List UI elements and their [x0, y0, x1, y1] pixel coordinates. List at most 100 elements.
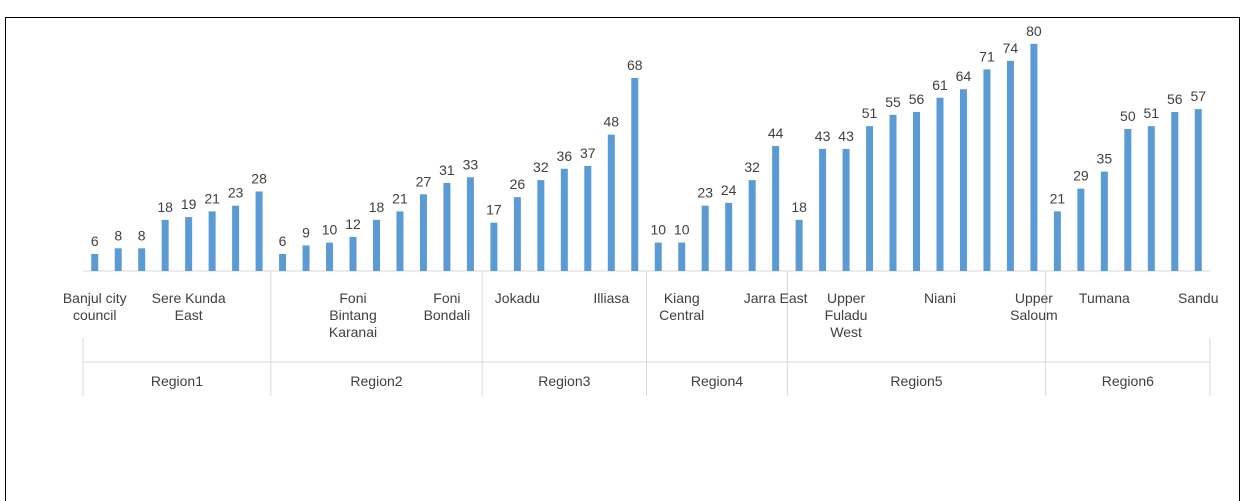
data-label: 12 [345, 216, 361, 232]
data-label: 27 [416, 173, 432, 189]
data-label: 28 [251, 170, 267, 186]
bar [443, 182, 451, 271]
data-label: 64 [956, 68, 972, 84]
bar [725, 202, 733, 271]
bar [936, 97, 944, 271]
data-label: 51 [1144, 105, 1160, 121]
bar [1171, 111, 1179, 272]
data-label: 71 [979, 48, 995, 64]
bar [114, 248, 122, 271]
data-label: 17 [486, 202, 502, 218]
bar [279, 253, 287, 271]
bar [1100, 171, 1108, 271]
group-label: Region2 [350, 373, 402, 389]
data-label: 74 [1003, 40, 1019, 56]
bar [537, 180, 545, 271]
data-label: 23 [228, 185, 244, 201]
group-label: Region4 [691, 373, 743, 389]
category-label: Upper Saloum [1010, 290, 1058, 323]
data-label: 51 [862, 105, 878, 121]
data-label: 29 [1073, 168, 1089, 184]
bar [842, 148, 850, 271]
data-label: 10 [650, 222, 666, 238]
bar [326, 242, 334, 271]
data-label: 37 [580, 145, 596, 161]
bar [232, 205, 240, 271]
data-label: 33 [463, 156, 479, 172]
category-label: Tumana [1078, 290, 1130, 306]
data-label: 31 [439, 162, 455, 178]
data-label: 35 [1097, 151, 1113, 167]
bar [138, 248, 146, 271]
data-label: 43 [815, 128, 831, 144]
category-label: Foni Bondali [423, 290, 471, 323]
bar [255, 191, 263, 271]
data-label: 6 [279, 233, 287, 249]
data-label: 56 [909, 91, 925, 107]
category-label: Sere Kunda East [151, 290, 226, 323]
group-label: Region5 [890, 373, 942, 389]
data-label: 26 [510, 176, 526, 192]
category-label: Niani [924, 290, 956, 306]
bar [1030, 43, 1038, 271]
group-label: Region6 [1102, 373, 1154, 389]
bar [302, 245, 310, 271]
data-label: 21 [1050, 190, 1066, 206]
data-label: 61 [932, 77, 948, 93]
data-label: 80 [1026, 23, 1042, 39]
data-label: 10 [674, 222, 690, 238]
bar [513, 197, 521, 271]
data-label: 18 [369, 199, 385, 215]
bar [1194, 109, 1202, 272]
data-label: 19 [181, 196, 197, 212]
data-label: 48 [603, 114, 619, 130]
bar [419, 194, 427, 271]
bar [1147, 126, 1155, 271]
bar [208, 211, 216, 271]
bar [654, 242, 662, 271]
bar [396, 211, 404, 271]
bar [772, 146, 780, 271]
bar [1006, 60, 1014, 272]
bar [819, 148, 827, 271]
bar [1077, 188, 1085, 271]
bar [748, 180, 756, 271]
group-label: Region1 [151, 373, 203, 389]
bar [161, 219, 169, 271]
data-label: 18 [791, 199, 807, 215]
bar [584, 165, 592, 271]
category-label: Banjul city council [62, 290, 127, 323]
bar [959, 89, 967, 272]
data-label: 9 [302, 224, 310, 240]
bar [678, 242, 686, 271]
category-label: Sandu [1178, 290, 1219, 306]
data-label: 21 [392, 190, 408, 206]
data-label: 56 [1167, 91, 1183, 107]
category-label: Foni Bintang Karanai [328, 290, 378, 340]
data-label: 36 [557, 148, 573, 164]
frame [5, 17, 1240, 501]
bar [701, 205, 709, 271]
data-label: 24 [721, 182, 737, 198]
bar [866, 126, 874, 271]
category-label: Jarra East [743, 290, 808, 306]
bar [913, 111, 921, 272]
bar [372, 219, 380, 271]
bar [1124, 129, 1132, 271]
bar [185, 217, 193, 271]
data-label: 32 [744, 159, 760, 175]
category-label: Upper Fuladu West [824, 290, 868, 340]
data-label: 8 [138, 227, 146, 243]
bar [631, 77, 639, 271]
bar [349, 236, 357, 271]
bar [1053, 211, 1061, 271]
bar [983, 69, 991, 271]
bar [607, 134, 615, 271]
bar [490, 222, 498, 271]
data-label: 21 [204, 190, 220, 206]
data-label: 6 [91, 233, 99, 249]
group-label: Region3 [538, 373, 590, 389]
data-label: 23 [697, 185, 713, 201]
